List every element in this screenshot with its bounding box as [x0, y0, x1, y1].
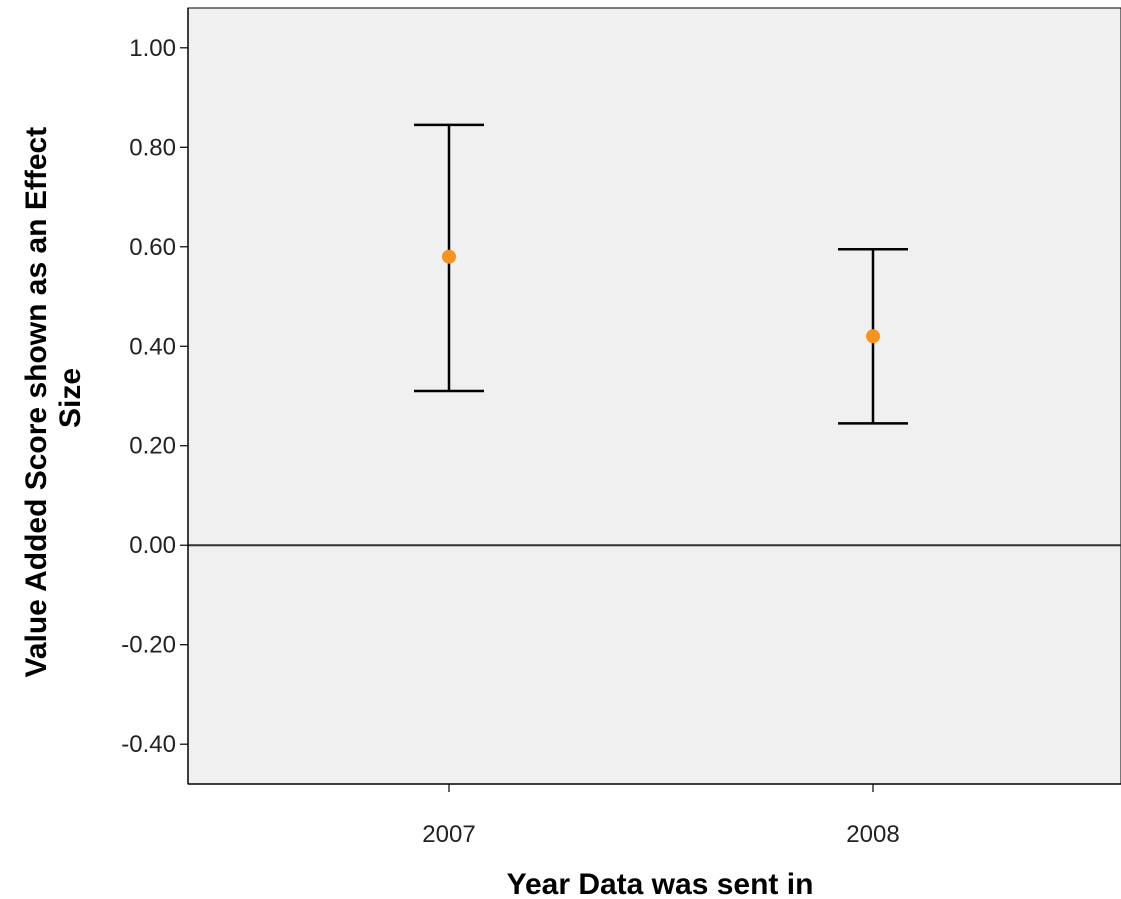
x-tick-label: 2007 [422, 821, 475, 848]
y-axis-ticks: 1.00 0.80 0.60 0.40 0.20 0.00 -0.20 -0.40 [121, 35, 188, 758]
error-bar-2007 [414, 123, 484, 393]
y-tick-label: 0.40 [129, 333, 176, 360]
x-axis-ticks: 2007 2008 [422, 784, 900, 848]
plot-area [187, 7, 1121, 785]
y-tick-label: 0.20 [129, 433, 176, 460]
y-axis-title: Value Added Score shown as an Effect Siz… [20, 118, 87, 677]
y-tick-label: 1.00 [129, 35, 176, 62]
y-tick-label: 0.80 [129, 134, 176, 161]
error-bar-2008 [838, 248, 908, 425]
y-tick-label: -0.40 [121, 731, 176, 758]
x-tick-label: 2008 [846, 821, 899, 848]
y-tick-label: 0.00 [129, 532, 176, 559]
mean-point [866, 329, 880, 344]
error-bars [414, 123, 908, 425]
y-axis-title-line-2: Size [54, 368, 87, 428]
y-axis-title-line-1: Value Added Score shown as an Effect [20, 127, 53, 678]
y-tick-label: 0.60 [129, 234, 176, 261]
y-tick-label: -0.20 [121, 632, 176, 659]
x-axis-title: Year Data was sent in [507, 868, 814, 899]
mean-point [442, 249, 456, 264]
